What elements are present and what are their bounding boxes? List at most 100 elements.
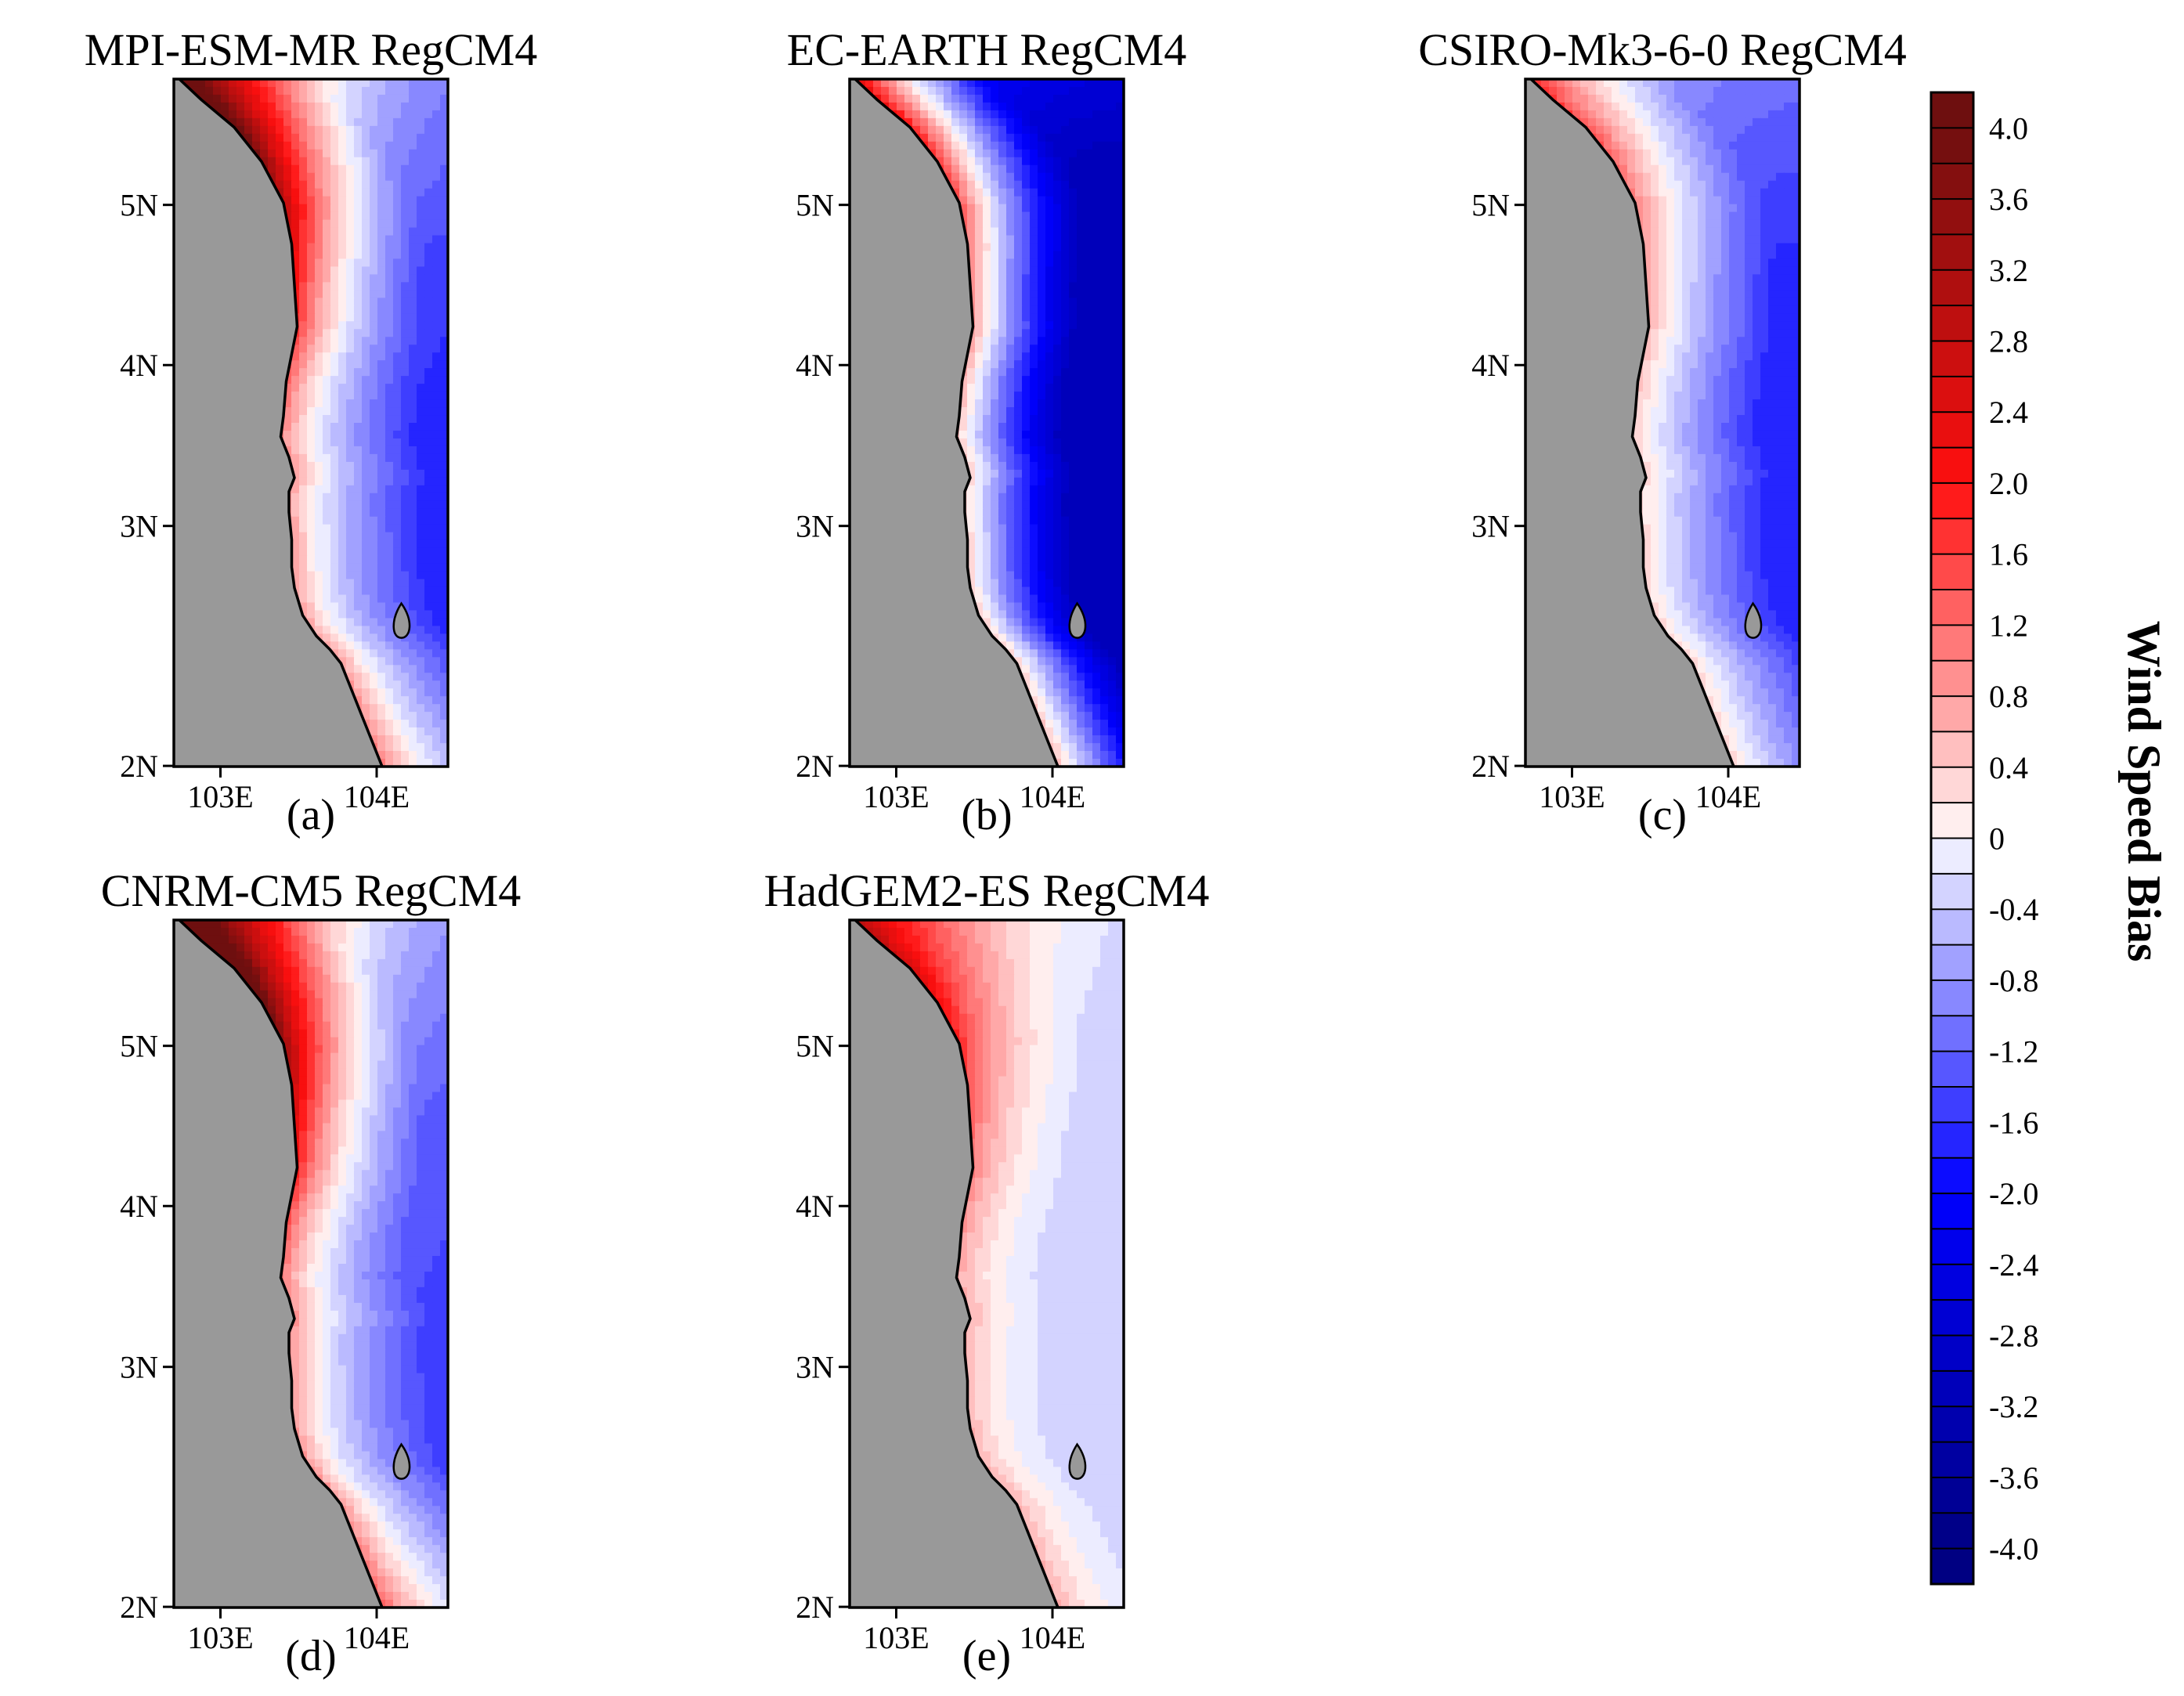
bias-cell (283, 204, 292, 213)
bias-cell (1030, 376, 1038, 384)
bias-cell (417, 274, 425, 283)
bias-cell (1006, 477, 1015, 486)
bias-cell (283, 141, 292, 150)
bias-cell (276, 172, 284, 182)
bias-cell (370, 524, 378, 533)
bias-cell (338, 618, 347, 627)
bias-cell (1030, 219, 1038, 229)
bias-cell (424, 743, 433, 752)
bias-cell (1061, 305, 1070, 315)
bias-cell (417, 141, 425, 150)
bias-cell (229, 110, 237, 119)
bias-cell (1108, 211, 1117, 221)
bias-cell (409, 157, 417, 166)
bias-cell (432, 298, 441, 307)
bias-cell (1053, 493, 1062, 502)
bias-cell (362, 258, 370, 268)
bias-cell (967, 407, 976, 416)
bias-cell (1077, 313, 1085, 323)
bias-cell (346, 453, 355, 463)
bias-cell (362, 555, 370, 565)
bias-cell (440, 141, 448, 150)
bias-cell (393, 117, 402, 127)
bias-cell (338, 110, 347, 119)
bias-cell (346, 586, 355, 596)
bias-cell (1100, 125, 1109, 135)
bias-cell (385, 219, 394, 229)
bias-cell (1100, 204, 1109, 213)
bias-cell (1108, 298, 1117, 307)
bias-cell (385, 751, 394, 760)
bias-cell (252, 125, 261, 135)
bias-cell (928, 94, 937, 103)
bias-cell (268, 94, 276, 103)
bias-cell (417, 188, 425, 197)
bias-cell (424, 712, 433, 720)
bias-cell (346, 461, 355, 471)
bias-cell (393, 79, 402, 88)
bias-cell (1022, 407, 1031, 416)
island (392, 601, 411, 639)
bias-cell (393, 532, 402, 541)
bias-cell (1006, 251, 1015, 260)
bias-cell (409, 345, 417, 354)
bias-cell (417, 329, 425, 338)
bias-cell (1085, 282, 1093, 291)
bias-cell (1108, 485, 1117, 494)
bias-cell (975, 345, 984, 354)
bias-cell (330, 258, 339, 268)
bias-cell (401, 266, 410, 276)
bias-cell (1014, 392, 1023, 400)
bias-cell (424, 329, 433, 338)
bias-cell (959, 204, 968, 213)
bias-cell (330, 360, 339, 369)
bias-cell (385, 376, 394, 384)
bias-cell (393, 547, 402, 557)
bias-cell (393, 86, 402, 96)
bias-cell (904, 110, 913, 119)
bias-cell (1092, 290, 1101, 299)
bias-cell (983, 94, 991, 103)
panel-title-a: MPI-ESM-MR RegCM4 (85, 24, 537, 75)
y-tick-label: 3N (120, 509, 158, 544)
bias-cell (998, 415, 1007, 424)
bias-cell (330, 180, 339, 189)
bias-cell (354, 117, 363, 127)
bias-cell (975, 266, 984, 276)
bias-cell (432, 110, 441, 119)
bias-cell (975, 407, 984, 416)
bias-cell (362, 204, 370, 213)
bias-cell (393, 345, 402, 354)
bias-cell (1069, 430, 1078, 439)
bias-cell (1100, 110, 1109, 119)
bias-cell (346, 407, 355, 416)
bias-cell (1100, 337, 1109, 346)
bias-cell (307, 392, 316, 400)
bias-cell (417, 345, 425, 354)
bias-cell (307, 516, 316, 525)
bias-cell (299, 290, 308, 299)
bias-cell (1077, 477, 1085, 486)
bias-cell (991, 384, 999, 392)
bias-cell (307, 571, 316, 580)
bias-cell (315, 376, 323, 384)
bias-cell (991, 141, 999, 150)
bias-cell (283, 196, 292, 205)
bias-cell (1092, 211, 1101, 221)
bias-cell (1092, 243, 1101, 252)
bias-cell (417, 461, 425, 471)
bias-cell (307, 290, 316, 299)
bias-cell (315, 251, 323, 260)
bias-cell (1006, 110, 1015, 119)
bias-cell (299, 94, 308, 103)
bias-cell (354, 571, 363, 580)
bias-cell (385, 680, 394, 690)
bias-cell (1108, 305, 1117, 315)
bias-cell (354, 110, 363, 119)
bias-cell (409, 172, 417, 182)
bias-cell (315, 563, 323, 572)
bias-cell (362, 633, 370, 643)
bias-cell (998, 235, 1007, 244)
bias-cell (991, 102, 999, 111)
bias-cell (323, 258, 331, 268)
